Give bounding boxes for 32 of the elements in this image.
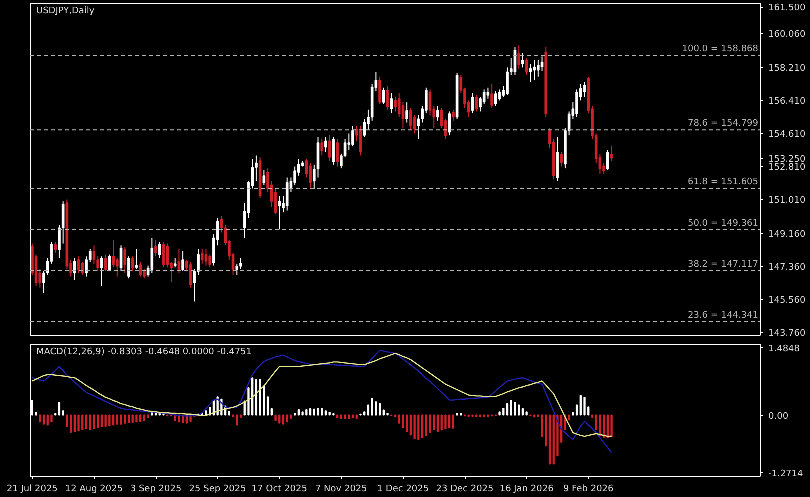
x-tick-label: 3 Sep 2025: [130, 484, 182, 494]
y-tick-label: 149.160: [768, 230, 806, 240]
y-tick-label: 143.760: [768, 329, 806, 340]
x-tick-label: 21 Jul 2025: [6, 484, 58, 494]
y-tick-label: 160.060: [768, 30, 806, 40]
x-tick-label: 7 Nov 2025: [315, 484, 368, 494]
x-tick-label: 1 Dec 2025: [377, 484, 430, 494]
x-tick-label: 25 Sep 2025: [189, 484, 246, 494]
y-tick-label: 152.810: [768, 163, 806, 174]
x-tick-label: 17 Oct 2025: [252, 484, 308, 494]
y-tick-label: -1.2714: [768, 469, 804, 480]
ref-line-label: 38.2 = 147.117: [688, 260, 759, 270]
y-tick-label: 147.360: [768, 263, 806, 274]
y-tick-label: 154.610: [768, 130, 806, 140]
y-tick-label: 161.500: [768, 4, 806, 14]
y-tick-label: 156.410: [768, 97, 806, 108]
y-tick-label: 0.00: [768, 412, 789, 422]
y-tick-label: 145.560: [768, 296, 806, 306]
x-tick-label: 9 Feb 2026: [563, 484, 614, 494]
x-tick-label: 12 Aug 2025: [65, 484, 124, 494]
x-tick-label: 16 Jan 2026: [500, 484, 554, 494]
ref-line-label: 23.6 = 144.341: [688, 310, 759, 321]
x-tick-label: 23 Dec 2025: [436, 484, 494, 494]
y-tick-label: 1.4848: [768, 344, 800, 354]
ref-line-label: 50.0 = 149.361: [688, 218, 759, 229]
y-tick-label: 158.210: [768, 64, 806, 74]
chart-title: USDJPY,Daily: [36, 6, 96, 16]
ref-line-label: 100.0 = 158.868: [682, 44, 759, 54]
y-tick-label: 151.010: [768, 196, 806, 206]
ref-line-label: 61.8 = 151.605: [688, 178, 759, 188]
ref-line-label: 78.6 = 154.799: [688, 119, 759, 130]
chart-title: MACD(12,26,9) -0.8303 -0.4648 0.0000 -0.4751: [36, 348, 252, 358]
